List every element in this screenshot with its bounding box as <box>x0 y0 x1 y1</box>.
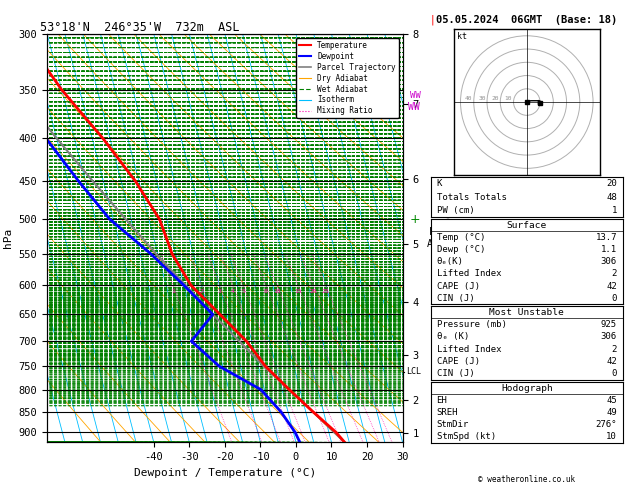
Text: 5: 5 <box>242 289 245 295</box>
Text: SREH: SREH <box>437 408 458 417</box>
Text: 0: 0 <box>611 294 617 303</box>
Text: EH: EH <box>437 396 447 405</box>
Text: Dewp (°C): Dewp (°C) <box>437 245 485 254</box>
Text: Lifted Index: Lifted Index <box>437 345 501 354</box>
Text: 20: 20 <box>309 289 317 295</box>
Text: StmSpd (kt): StmSpd (kt) <box>437 432 496 441</box>
Text: 276°: 276° <box>596 420 617 429</box>
Text: © weatheronline.co.uk: © weatheronline.co.uk <box>478 474 576 484</box>
Text: 10: 10 <box>606 432 617 441</box>
Text: 42: 42 <box>606 281 617 291</box>
Text: |: | <box>431 15 435 25</box>
Text: 1: 1 <box>171 289 175 295</box>
X-axis label: Dewpoint / Temperature (°C): Dewpoint / Temperature (°C) <box>134 468 316 478</box>
Text: Temp (°C): Temp (°C) <box>437 233 485 242</box>
Text: 25: 25 <box>322 289 330 295</box>
Text: 45: 45 <box>606 396 617 405</box>
Text: 1: 1 <box>611 206 617 215</box>
Text: CAPE (J): CAPE (J) <box>437 281 480 291</box>
Text: 8: 8 <box>264 289 268 295</box>
Text: Most Unstable: Most Unstable <box>489 308 564 317</box>
Text: 20: 20 <box>606 179 617 188</box>
Text: 30: 30 <box>478 96 486 101</box>
Text: 49: 49 <box>606 408 617 417</box>
Text: CAPE (J): CAPE (J) <box>437 357 480 366</box>
Text: CIN (J): CIN (J) <box>437 294 474 303</box>
Text: WW: WW <box>408 103 420 112</box>
Text: θₑ (K): θₑ (K) <box>437 332 469 342</box>
Text: 0: 0 <box>611 369 617 379</box>
Text: CIN (J): CIN (J) <box>437 369 474 379</box>
Text: 306: 306 <box>601 332 617 342</box>
Text: Lifted Index: Lifted Index <box>437 269 501 278</box>
Text: 3: 3 <box>218 289 221 295</box>
Text: LCL: LCL <box>406 367 421 377</box>
Legend: Temperature, Dewpoint, Parcel Trajectory, Dry Adiabat, Wet Adiabat, Isotherm, Mi: Temperature, Dewpoint, Parcel Trajectory… <box>296 38 399 119</box>
Text: 15: 15 <box>294 289 302 295</box>
Text: 2: 2 <box>611 345 617 354</box>
Y-axis label: km
ASL: km ASL <box>426 227 444 249</box>
Text: 306: 306 <box>601 257 617 266</box>
Text: 10: 10 <box>504 96 512 101</box>
Text: WW: WW <box>410 90 421 100</box>
Text: 53°18'N  246°35'W  732m  ASL: 53°18'N 246°35'W 732m ASL <box>40 21 240 34</box>
Text: 10: 10 <box>274 289 281 295</box>
Text: PW (cm): PW (cm) <box>437 206 474 215</box>
Text: Hodograph: Hodograph <box>501 383 553 393</box>
Text: 925: 925 <box>601 320 617 329</box>
Text: 42: 42 <box>606 357 617 366</box>
Text: Mixing Ratio (g/kg): Mixing Ratio (g/kg) <box>445 187 454 289</box>
Text: θₑ(K): θₑ(K) <box>437 257 464 266</box>
Text: StmDir: StmDir <box>437 420 469 429</box>
Text: 2: 2 <box>200 289 204 295</box>
Text: kt: kt <box>457 32 467 41</box>
Text: 2: 2 <box>611 269 617 278</box>
Text: 1.1: 1.1 <box>601 245 617 254</box>
Text: 40: 40 <box>465 96 472 101</box>
Text: 48: 48 <box>606 192 617 202</box>
Text: 20: 20 <box>491 96 499 101</box>
Text: K: K <box>437 179 442 188</box>
Text: Totals Totals: Totals Totals <box>437 192 506 202</box>
Text: 05.05.2024  06GMT  (Base: 18): 05.05.2024 06GMT (Base: 18) <box>436 15 618 25</box>
Text: Pressure (mb): Pressure (mb) <box>437 320 506 329</box>
Y-axis label: hPa: hPa <box>3 228 13 248</box>
Text: 4: 4 <box>231 289 235 295</box>
Text: 13.7: 13.7 <box>596 233 617 242</box>
Text: Surface: Surface <box>507 221 547 230</box>
Text: +: + <box>410 213 421 226</box>
